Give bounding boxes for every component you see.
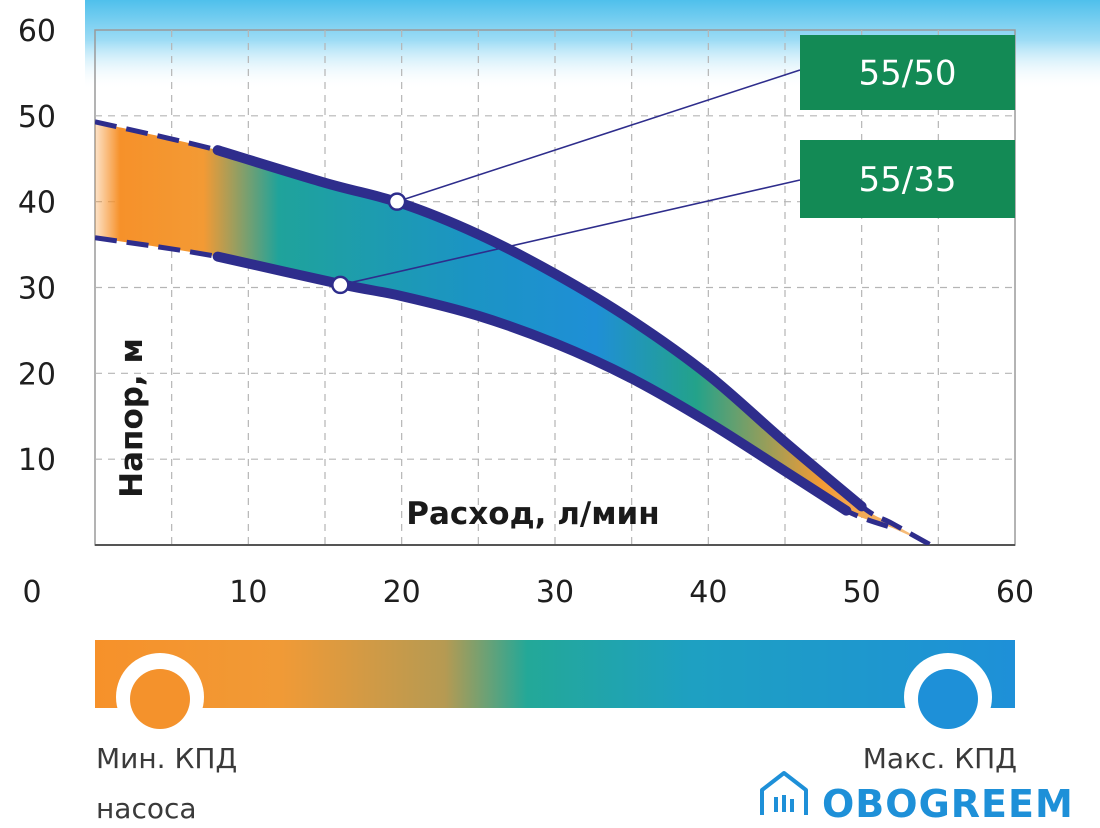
- y-axis-title: Напор, м: [114, 338, 150, 498]
- curve-marker: [387, 192, 407, 211]
- model-label-text: 55/50: [859, 54, 957, 94]
- logo-text: OBOGREEM: [822, 782, 1074, 826]
- x-tick-label: 30: [536, 575, 574, 610]
- legend-min-dot: [130, 669, 190, 729]
- model-label-box: [800, 140, 1015, 218]
- logo: OBOGREEM: [760, 771, 1074, 826]
- legend-max-label: Макс. КПД: [863, 742, 1017, 775]
- leader-line: [396, 69, 801, 203]
- performance-curves: [95, 119, 932, 545]
- y-tick-label: 30: [18, 272, 56, 307]
- leader-line: [340, 179, 801, 286]
- legend-min-label: Мин. КПД: [96, 742, 237, 775]
- y-tick-label: 40: [18, 186, 56, 221]
- curve-marker: [331, 275, 350, 295]
- x-tick-label: 40: [689, 575, 727, 610]
- model-label-box: [800, 35, 1015, 110]
- curve-55-50: [212, 145, 867, 512]
- efficiency-band: [95, 121, 931, 545]
- y-tick-label: 20: [18, 357, 56, 392]
- x-tick-label: 20: [383, 575, 421, 610]
- x-tick-label: 0: [22, 575, 41, 610]
- efficiency-legend: Мин. КПД насоса Макс. КПД: [95, 640, 1017, 825]
- legend-gradient-bar: [95, 640, 1015, 708]
- model-labels: 55/50 55/35: [331, 35, 1015, 295]
- model-label-text: 55/35: [859, 160, 957, 200]
- tick-labels: 0 10 20 30 40 50 60 10 20 30 40 50 60: [18, 14, 1034, 610]
- y-tick-label: 10: [18, 443, 56, 478]
- x-tick-label: 60: [996, 575, 1034, 610]
- legend-min-label-2: насоса: [96, 792, 197, 825]
- x-tick-label: 50: [843, 575, 881, 610]
- y-tick-label: 50: [18, 100, 56, 135]
- x-axis-title: Расход, л/мин: [406, 496, 659, 532]
- x-tick-label: 10: [229, 575, 267, 610]
- legend-max-dot: [918, 669, 978, 729]
- y-tick-label: 60: [18, 14, 56, 49]
- house-icon: [760, 771, 808, 815]
